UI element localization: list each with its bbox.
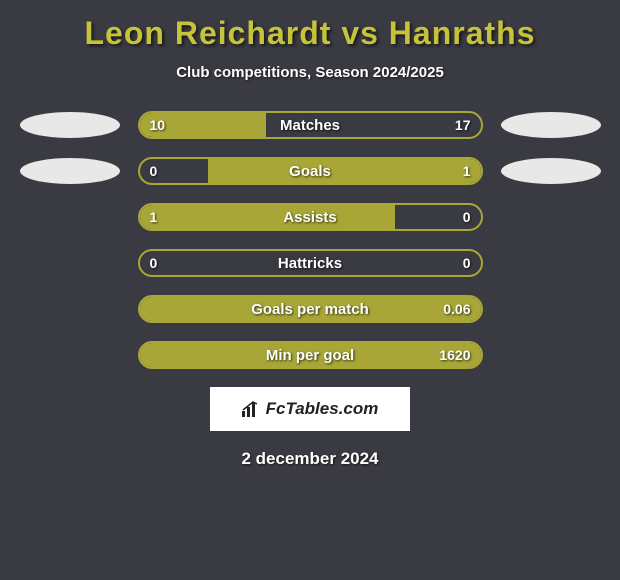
stat-bar: Min per goal 1620 — [138, 341, 483, 369]
stat-label: Goals — [140, 159, 481, 183]
stat-row: 0 Goals 1 — [0, 157, 620, 185]
logo-text: FcTables.com — [266, 399, 379, 419]
player-blob-left — [20, 112, 120, 138]
stat-value-right: 0.06 — [443, 297, 470, 321]
stat-bar: 1 Assists 0 — [138, 203, 483, 231]
stat-bar: 0 Hattricks 0 — [138, 249, 483, 277]
stat-value-right: 0 — [463, 251, 471, 275]
stat-row: Min per goal 1620 — [0, 341, 620, 369]
stat-value-right: 1 — [463, 159, 471, 183]
stat-value-right: 1620 — [439, 343, 470, 367]
player-blob-right — [501, 158, 601, 184]
stat-label: Matches — [140, 113, 481, 137]
stat-label: Goals per match — [140, 297, 481, 321]
stat-bar: 10 Matches 17 — [138, 111, 483, 139]
stat-row: 10 Matches 17 — [0, 111, 620, 139]
page-title: Leon Reichardt vs Hanraths — [0, 15, 620, 52]
stat-row: Goals per match 0.06 — [0, 295, 620, 323]
date-line: 2 december 2024 — [0, 449, 620, 469]
stat-value-right: 17 — [455, 113, 471, 137]
stat-row: 1 Assists 0 — [0, 203, 620, 231]
player-blob-right — [501, 112, 601, 138]
stat-bar: Goals per match 0.06 — [138, 295, 483, 323]
stat-label: Assists — [140, 205, 481, 229]
stat-value-right: 0 — [463, 205, 471, 229]
chart-icon — [242, 401, 262, 417]
stat-bar: 0 Goals 1 — [138, 157, 483, 185]
player-blob-left — [20, 158, 120, 184]
infographic-container: Leon Reichardt vs Hanraths Club competit… — [0, 0, 620, 479]
stat-row: 0 Hattricks 0 — [0, 249, 620, 277]
stat-label: Hattricks — [140, 251, 481, 275]
logo-box[interactable]: FcTables.com — [210, 387, 410, 431]
subtitle: Club competitions, Season 2024/2025 — [0, 64, 620, 81]
stats-area: 10 Matches 17 0 Goals 1 1 Assists — [0, 111, 620, 369]
stat-label: Min per goal — [140, 343, 481, 367]
